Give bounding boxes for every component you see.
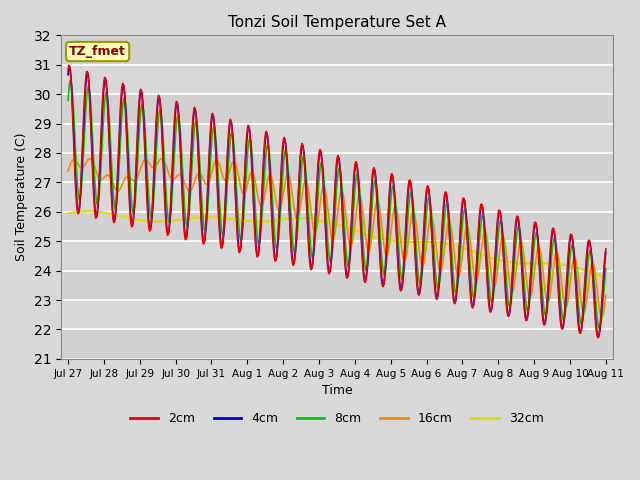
2cm [594,335,602,340]
Line: 32cm: 32cm [68,211,606,277]
2cm [602,246,610,252]
8cm [75,193,83,199]
4cm [595,334,602,340]
Bar [61,329,613,359]
8cm [595,325,603,331]
X-axis label: Time: Time [321,384,353,397]
16cm [74,161,82,167]
2cm [213,176,221,181]
Bar [61,153,613,182]
16cm [602,292,610,298]
2cm [65,62,73,68]
8cm [64,97,72,103]
32cm [419,239,426,245]
32cm [602,275,610,280]
4cm [403,208,411,214]
4cm [213,168,221,174]
32cm [130,216,138,222]
32cm [403,239,411,245]
4cm [64,72,72,78]
2cm [64,67,72,72]
8cm [419,266,426,272]
32cm [64,211,72,216]
4cm [185,212,193,218]
Bar [61,271,613,300]
Line: 2cm: 2cm [68,65,606,337]
2cm [75,211,83,216]
Line: 4cm: 4cm [68,67,606,337]
Legend: 2cm, 4cm, 8cm, 16cm, 32cm: 2cm, 4cm, 8cm, 16cm, 32cm [125,407,548,430]
Line: 16cm: 16cm [68,158,606,318]
16cm [213,157,221,163]
8cm [185,217,193,223]
2cm [403,202,411,207]
8cm [213,151,221,157]
Line: 8cm: 8cm [68,80,606,328]
32cm [74,209,82,215]
4cm [130,212,138,217]
2cm [419,248,426,254]
16cm [403,250,411,256]
4cm [419,254,426,260]
32cm [213,215,221,220]
16cm [185,188,193,194]
16cm [419,264,426,269]
2cm [130,208,138,214]
8cm [403,229,411,235]
Text: TZ_fmet: TZ_fmet [69,45,126,58]
Bar [61,36,613,65]
Bar [61,94,613,123]
4cm [602,249,610,255]
4cm [75,210,83,216]
16cm [157,156,165,161]
Y-axis label: Soil Temperature (C): Soil Temperature (C) [15,133,28,262]
16cm [598,315,606,321]
4cm [66,64,74,70]
8cm [130,209,138,215]
32cm [85,208,93,214]
8cm [602,265,610,271]
8cm [67,77,74,83]
2cm [185,207,193,213]
32cm [185,216,193,221]
Title: Tonzi Soil Temperature Set A: Tonzi Soil Temperature Set A [228,15,446,30]
16cm [129,178,137,183]
16cm [64,168,72,174]
Bar [61,212,613,241]
